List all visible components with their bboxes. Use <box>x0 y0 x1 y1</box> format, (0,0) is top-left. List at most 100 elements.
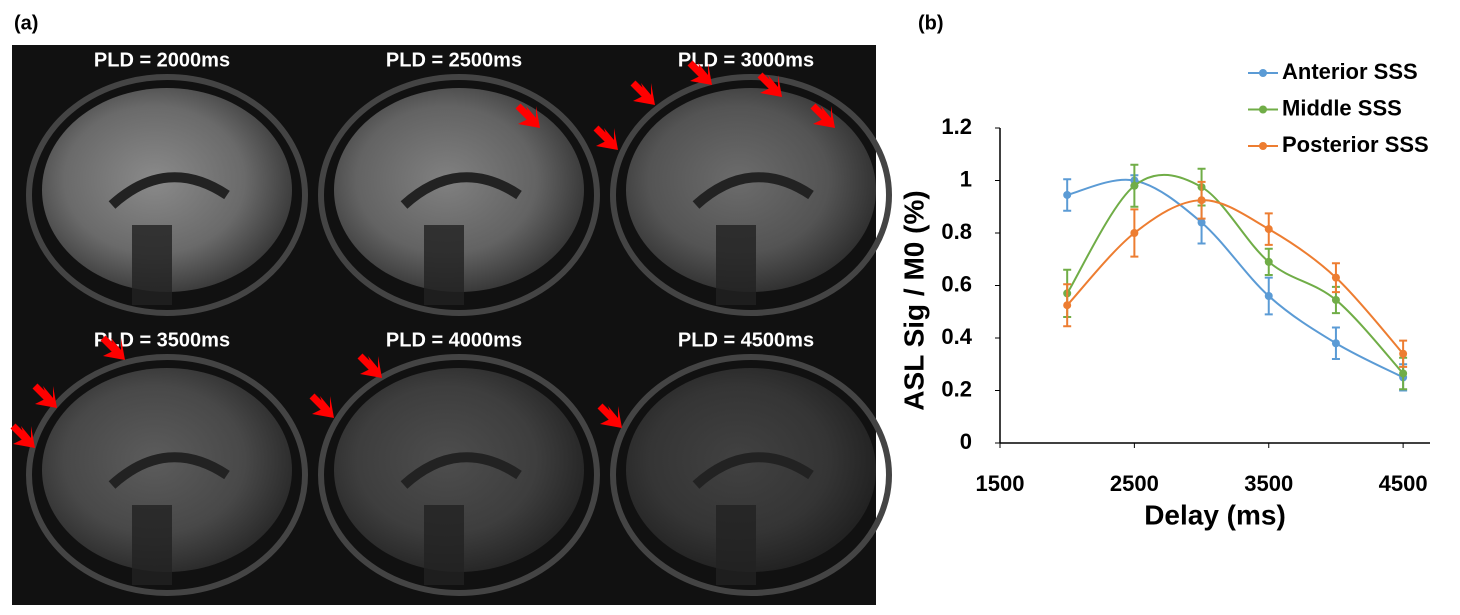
arrow-head <box>690 63 712 85</box>
corpus-callosum <box>108 172 230 209</box>
brainstem <box>132 225 172 305</box>
arrow <box>32 383 57 408</box>
head-outline <box>318 354 600 596</box>
arrow-head <box>360 356 382 378</box>
brain <box>42 88 292 292</box>
image-label: PLD = 4500ms <box>678 329 814 351</box>
corpus-callosum <box>400 172 522 209</box>
arrow <box>757 72 782 97</box>
brain <box>626 88 876 292</box>
brainstem <box>424 225 464 305</box>
arrow-shaft <box>630 80 652 102</box>
arrow-shaft <box>100 335 122 357</box>
y-tick-label: 0.4 <box>941 324 972 349</box>
y-tick-label: 1 <box>960 166 972 191</box>
arrow <box>810 103 835 128</box>
arrow <box>515 103 540 128</box>
data-point <box>1264 225 1273 234</box>
data-point <box>1130 181 1139 190</box>
legend-label: Posterior SSS <box>1282 132 1429 157</box>
legend-marker <box>1259 105 1267 114</box>
mri-image: PLD = 2500ms <box>318 49 600 316</box>
brainstem <box>132 505 172 585</box>
arrow <box>357 353 382 378</box>
arrow <box>597 403 622 428</box>
y-tick-label: 0 <box>960 429 972 454</box>
data-point <box>1399 369 1408 378</box>
arrow <box>687 60 712 85</box>
data-point <box>1331 273 1340 282</box>
y-tick-label: 0.8 <box>941 219 972 244</box>
head-outline <box>26 74 308 316</box>
data-point <box>1399 349 1408 358</box>
mri-image: PLD = 3000ms <box>593 49 892 316</box>
panel-label: (a) <box>14 12 38 34</box>
arrow <box>593 125 618 150</box>
arrow-shaft <box>757 72 779 94</box>
corpus-callosum <box>400 452 522 489</box>
mri-image: PLD = 4000ms <box>309 329 600 596</box>
data-point <box>1264 292 1273 300</box>
corpus-callosum <box>692 452 814 489</box>
arrow-head <box>103 338 125 360</box>
data-point <box>1063 301 1072 310</box>
y-tick-label: 0.6 <box>941 271 972 296</box>
arrow <box>630 80 655 105</box>
image-label: PLD = 2500ms <box>386 49 522 71</box>
arrow-shaft <box>687 60 709 82</box>
arrow-shaft <box>10 423 32 445</box>
brainstem <box>424 505 464 585</box>
legend-marker <box>1259 142 1267 150</box>
arrow-head <box>13 426 35 448</box>
brain <box>334 88 584 292</box>
image-label: PLD = 4000ms <box>386 329 522 351</box>
brainstem <box>716 505 756 585</box>
arrow-head <box>633 83 655 105</box>
data-point <box>1264 257 1273 266</box>
arrow-shaft <box>810 103 832 125</box>
corpus-callosum <box>692 172 814 209</box>
arrow-shaft <box>357 353 379 375</box>
mri-image: PLD = 3500ms <box>10 329 308 596</box>
x-tick-label: 3500 <box>1244 471 1293 496</box>
arrow-head <box>813 106 835 128</box>
arrow-shaft <box>515 103 537 125</box>
arrow-shaft <box>309 393 331 415</box>
x-tick-label: 4500 <box>1379 471 1428 496</box>
image-label: PLD = 3000ms <box>678 49 814 71</box>
arrow-head <box>600 406 622 428</box>
head-outline <box>610 74 892 316</box>
panel-label: (b) <box>918 12 944 34</box>
legend-label: Anterior SSS <box>1282 59 1418 84</box>
x-tick-label: 2500 <box>1110 471 1159 496</box>
brain <box>626 368 876 572</box>
chart: 0 0.2 0.4 0.6 0.8 1 1.2 1500 2500 3500 4500 Delay (… <box>898 59 1430 530</box>
series-line <box>1066 199 1404 355</box>
data-point <box>1197 196 1206 205</box>
arrow-shaft <box>597 403 619 425</box>
arrow <box>10 423 35 448</box>
x-axis-title: Delay (ms) <box>1144 499 1286 530</box>
brain <box>42 368 292 572</box>
brain <box>334 368 584 572</box>
arrow-shaft <box>32 383 54 405</box>
head-outline <box>26 354 308 596</box>
arrow-shaft <box>593 125 615 147</box>
arrow-head <box>760 75 782 97</box>
arrow <box>309 393 334 418</box>
arrow <box>100 335 125 360</box>
image-label: PLD = 3500ms <box>94 329 230 351</box>
brainstem <box>716 225 756 305</box>
legend-label: Middle SSS <box>1282 95 1402 120</box>
mri-image: PLD = 4500ms <box>597 329 892 596</box>
legend-marker <box>1259 69 1267 77</box>
arrow-head <box>518 106 540 128</box>
data-point <box>1130 229 1139 237</box>
arrow-head <box>35 386 57 408</box>
arrow-head <box>596 128 618 150</box>
y-axis-title: ASL Sig / M0 (%) <box>898 190 929 410</box>
y-tick-label: 0.2 <box>941 376 972 401</box>
corpus-callosum <box>108 452 230 489</box>
image-grid: PLD = 2000ms PLD = 2500ms PLD = 3000ms PLD … <box>10 49 892 596</box>
